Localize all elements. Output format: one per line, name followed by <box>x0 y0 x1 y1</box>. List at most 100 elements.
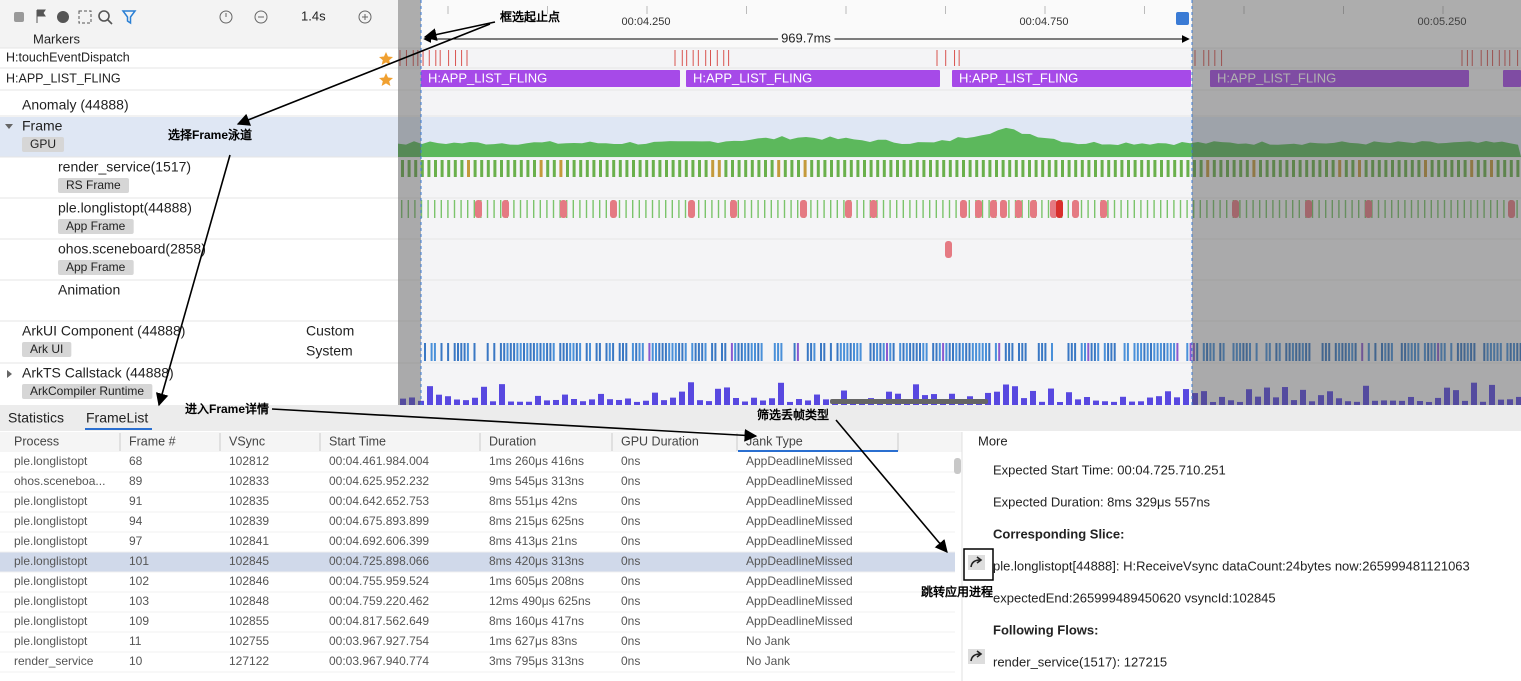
rs-frame <box>830 160 833 177</box>
callstack-bar <box>427 386 433 405</box>
star[interactable] <box>379 73 393 86</box>
arkui-slice <box>714 343 717 361</box>
callstack-bar <box>760 400 766 405</box>
cell: 0ns <box>621 614 640 628</box>
rs-frame <box>737 160 741 177</box>
app-frame <box>651 200 654 218</box>
rs-frame <box>1173 160 1177 177</box>
rs-frame <box>1470 160 1474 177</box>
cell: 1ms 260μs 416ns <box>489 454 584 468</box>
jump-icon[interactable] <box>968 649 985 664</box>
jank-frame <box>560 200 567 218</box>
callstack-bar <box>553 399 559 405</box>
rs-frame <box>500 160 503 177</box>
cell[interactable]: render_service <box>14 654 94 668</box>
cell[interactable]: ple.longlistopt <box>14 534 88 548</box>
rs-frame <box>1100 160 1104 177</box>
column-header[interactable]: Duration <box>489 434 536 448</box>
app-frame <box>632 200 634 218</box>
column-header[interactable]: Jank Type <box>746 434 803 448</box>
rs-frame <box>632 160 635 177</box>
jank-frame <box>1015 200 1022 218</box>
arkui-slice <box>859 343 862 361</box>
cell: 00:04.755.959.524 <box>329 574 429 588</box>
column-header[interactable]: VSync <box>229 434 265 448</box>
column-header[interactable]: GPU Duration <box>621 434 699 448</box>
callstack-bar <box>796 399 802 405</box>
cell[interactable]: ple.longlistopt <box>14 454 88 468</box>
cell[interactable]: ple.longlistopt <box>14 614 88 628</box>
cell[interactable]: ohos.sceneboa... <box>14 474 105 488</box>
arkui-slice <box>1041 343 1044 361</box>
column-header[interactable]: Process <box>14 434 59 448</box>
arkui-slice <box>684 343 687 361</box>
cell[interactable]: ple.longlistopt <box>14 634 88 648</box>
column-header[interactable]: Frame # <box>129 434 176 448</box>
expander[interactable] <box>5 124 13 129</box>
lane-name[interactable]: ohos.sceneboard(2858) <box>58 241 206 257</box>
arkui-slice <box>948 343 951 361</box>
scrollbar[interactable] <box>954 458 961 474</box>
arkui-slice <box>1156 343 1159 361</box>
callstack-bar <box>490 401 496 405</box>
arkui-slice <box>757 343 760 361</box>
arkui-slice <box>595 343 598 361</box>
arkui-slice <box>1202 343 1205 361</box>
lane-name[interactable]: ArkTS Callstack (44888) <box>22 365 174 381</box>
lane-name[interactable]: ArkUI Component (44888) <box>22 323 185 339</box>
rs-frame <box>1054 160 1058 177</box>
lane-name[interactable]: H:touchEventDispatch <box>6 50 130 64</box>
lane-name[interactable]: ple.longlistopt(44888) <box>58 200 192 216</box>
flag[interactable] <box>1176 12 1189 25</box>
arkui-slice <box>1051 343 1053 361</box>
app-frame <box>1259 200 1261 218</box>
app-frame <box>1318 200 1320 218</box>
app-frame <box>1285 200 1287 218</box>
arkui-slice <box>1301 343 1304 361</box>
rs-frame <box>539 160 543 177</box>
cell[interactable]: ple.longlistopt <box>14 554 88 568</box>
h-scrollbar[interactable] <box>830 399 988 404</box>
star[interactable] <box>379 52 393 65</box>
app-frame <box>1107 200 1109 218</box>
jank-frame <box>1232 200 1239 218</box>
rs-frame <box>1087 160 1091 177</box>
lane-name[interactable]: Frame <box>22 118 63 134</box>
arkui-slice <box>1084 343 1086 361</box>
jank-frame <box>1050 200 1057 218</box>
cell: 103 <box>129 594 149 608</box>
cell: AppDeadlineMissed <box>746 614 853 628</box>
lane-name[interactable]: Anomaly (44888) <box>22 97 129 113</box>
cell[interactable]: ple.longlistopt <box>14 494 88 508</box>
cell[interactable]: ple.longlistopt <box>14 514 88 528</box>
tab[interactable]: Statistics <box>8 410 64 426</box>
jank-frame <box>1100 200 1107 218</box>
callstack-bar <box>751 397 757 405</box>
lane-name[interactable]: Animation <box>58 282 120 298</box>
app-frame <box>1483 200 1485 218</box>
arkui-slice <box>777 343 780 361</box>
app-frame <box>737 200 739 218</box>
rs-frame <box>1463 160 1467 177</box>
callstack-bar <box>436 394 442 405</box>
jump-icon[interactable] <box>968 555 985 570</box>
cell: AppDeadlineMissed <box>746 454 853 468</box>
rs-frame <box>1358 160 1361 177</box>
rs-frame <box>1186 160 1190 177</box>
rs-frame <box>909 160 913 177</box>
app-frame <box>440 200 442 218</box>
tab-active[interactable]: FrameList <box>86 410 148 426</box>
jump-glyph <box>970 556 983 568</box>
arkui-slice <box>1354 343 1357 361</box>
arkui-slice <box>549 343 552 361</box>
expander[interactable] <box>7 370 12 378</box>
arkui-slice <box>886 343 888 361</box>
rs-frame <box>1166 160 1170 177</box>
column-header[interactable]: Start Time <box>329 434 386 448</box>
arkui-slice <box>529 343 532 361</box>
cell[interactable]: ple.longlistopt <box>14 594 88 608</box>
cell[interactable]: ple.longlistopt <box>14 574 88 588</box>
lane-name[interactable]: H:APP_LIST_FLING <box>6 71 121 85</box>
tab-bar <box>0 405 1521 431</box>
lane-name[interactable]: render_service(1517) <box>58 159 191 175</box>
